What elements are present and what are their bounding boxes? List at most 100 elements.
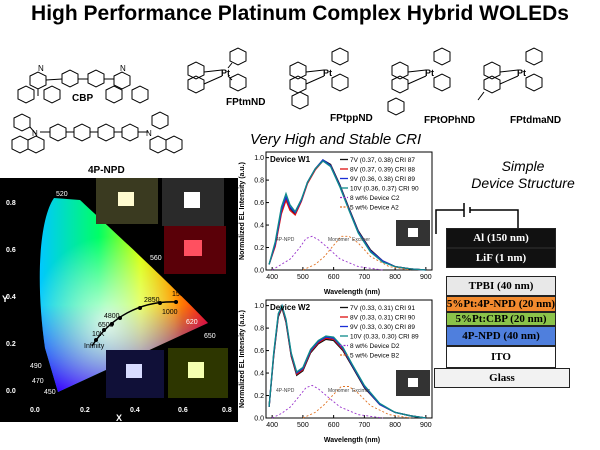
device-stack: Al (150 nm) LiF (1 nm) TPBI (40 nm) 5%Pt… [434, 228, 582, 390]
w1-x-tick-label: 500 [297, 274, 309, 281]
fptdmand-label: FPtdmaND [510, 115, 562, 126]
chart-title-w1: Device W1 [270, 155, 311, 164]
layer-tpbi: TPBI (40 nm) [446, 276, 556, 296]
layer-lif: LiF (1 nm) [446, 248, 556, 268]
layer-npd: 4P-NPD (40 nm) [446, 326, 556, 346]
w1-x-tick-label: 600 [328, 274, 340, 281]
w1-legend-label: 10V (0.36, 0.37) CRI 90 [350, 186, 419, 193]
w2-legend-label: 7V (0.33, 0.31) CRI 91 [350, 305, 415, 312]
svg-text:0.8: 0.8 [6, 200, 16, 207]
w2-y-tick-label: 1.0 [254, 303, 264, 310]
npd-structure [11, 111, 183, 154]
w2-y-tick-label: 0.8 [254, 326, 264, 333]
annotation-4pnpd-w1: 4P-NPD [276, 237, 295, 243]
wl-label-6: 470 [32, 378, 44, 385]
device-structure-title: Simple Device Structure [458, 158, 588, 192]
w2-x-tick-label: 400 [266, 422, 278, 429]
w1-y-tick-label: 0.2 [254, 245, 264, 252]
cbp-label: CBP [72, 93, 94, 104]
w2-legend-label: 8V (0.33, 0.31) CRI 90 [350, 315, 415, 322]
y-axis-label-w1: Normalized EL Intensity (a.u.) [239, 162, 246, 260]
cie-y-label: Y [2, 294, 8, 304]
w2-legend-label: 10V (0.33, 0.30) CRI 89 [350, 334, 419, 341]
svg-text:0.4: 0.4 [130, 407, 140, 414]
planck-label-1: 2850 [144, 297, 160, 304]
w1-y-tick-label: 1.0 [254, 155, 264, 162]
planck-label-4: 6500 [98, 322, 114, 329]
w1-series-line [268, 159, 426, 271]
w2-legend-label: 5 wt% Device B2 [350, 353, 400, 360]
cie-x-label: X [116, 413, 122, 422]
w2-y-tick-label: 0.6 [254, 348, 264, 355]
wl-label-7: 450 [44, 389, 56, 396]
svg-text:0.6: 0.6 [178, 407, 188, 414]
photo-blue [106, 350, 164, 398]
npd-n1: N [32, 129, 38, 138]
w1-x-tick-label: 800 [389, 274, 401, 281]
molecular-structures: N N N N Pt Pt [11, 47, 543, 154]
cie-y-ticks: 0.0 0.2 0.4 0.6 0.8 [6, 200, 16, 395]
fptmnd-label: FPtmND [226, 97, 266, 108]
svg-text:0.8: 0.8 [222, 407, 232, 414]
w1-legend-label: 5 wt% Device A2 [350, 205, 399, 212]
annotation-excimer-w2: Excimer [352, 388, 370, 394]
fpttppnd-structure [289, 47, 349, 110]
fptophnd-label: FPtOPhND [424, 115, 476, 126]
wl-label-4: 650 [204, 333, 216, 340]
layer-glass: Glass [434, 368, 570, 388]
chart-title-w2: Device W2 [270, 303, 311, 312]
svg-text:0.0: 0.0 [6, 388, 16, 395]
w2-x-tick-label: 500 [297, 422, 309, 429]
device-photo-w2-light [408, 378, 418, 387]
svg-text:0.2: 0.2 [80, 407, 90, 414]
w1-x-tick-label: 700 [359, 274, 371, 281]
fptophnd-structure [387, 47, 451, 116]
x-axis-label-w1: Wavelength (nm) [324, 289, 380, 296]
photo-red [164, 226, 226, 274]
w1-legend-label: 7V (0.37, 0.38) CRI 87 [350, 157, 415, 164]
annotation-excimer-w1: Excimer [352, 237, 370, 243]
w2-legend-label: 8 wt% Device D2 [350, 343, 400, 350]
fptdmand-structure [477, 47, 543, 101]
fpttppnd-pt: Pt [323, 68, 332, 78]
w2-x-tick-label: 900 [420, 422, 432, 429]
npd-n2: N [146, 129, 152, 138]
w2-series-line [302, 386, 411, 419]
w1-series-line [271, 235, 383, 271]
wl-label-2: 560 [150, 255, 162, 262]
x-axis-label-w2: Wavelength (nm) [324, 437, 380, 444]
cbp-structure [17, 69, 149, 104]
w2-y-tick-label: 0.0 [254, 416, 264, 423]
w2-x-tick-label: 800 [389, 422, 401, 429]
planck-label-5: 10K [92, 331, 105, 338]
w2-y-tick-label: 0.4 [254, 371, 264, 378]
w2-x-tick-label: 600 [328, 422, 340, 429]
cie-gamut [39, 198, 209, 392]
w2-y-tick-label: 0.2 [254, 393, 264, 400]
svg-text:0.2: 0.2 [6, 341, 16, 348]
spectra-title: Very High and Stable CRI [250, 131, 422, 148]
annotation-monomer-w2: Monomer [328, 388, 349, 394]
cie-diagram: 2850 1000 4800 6500 10K Infinity 1500 52… [0, 178, 238, 422]
w2-legend-label: 9V (0.33, 0.30) CRI 89 [350, 324, 415, 331]
w2-series-line [268, 303, 426, 419]
planckian-locus [91, 301, 179, 347]
fptmnd-pt: Pt [221, 68, 230, 78]
cbp-n2: N [120, 64, 126, 73]
planck-label-3: 4800 [104, 313, 120, 320]
planck-label-6: Infinity [84, 343, 105, 350]
spectrum-chart-w1: 400 500 600 700 800 900 0.0 0.2 0.4 0.6 0.8 1.0 7V (… [239, 151, 433, 296]
w2-x-tick-label: 700 [359, 422, 371, 429]
npd-label: 4P-NPD [88, 165, 125, 176]
fpttppnd-label: FPtppND [330, 113, 373, 124]
fptmnd-structure [187, 47, 247, 94]
annotation-monomer-w1: Monomer [328, 237, 349, 243]
w1-x-tick-label: 400 [266, 274, 278, 281]
device-title-line2: Device Structure [471, 175, 575, 191]
y-axis-label-w2: Normalized EL Intensity (a.u.) [239, 310, 246, 408]
cbp-n1: N [38, 64, 44, 73]
w1-y-tick-label: 0.6 [254, 200, 264, 207]
planck-label-2: 1000 [162, 309, 178, 316]
w1-series-line [268, 160, 426, 271]
w1-legend-label: 8V (0.37, 0.39) CRI 88 [350, 167, 415, 174]
